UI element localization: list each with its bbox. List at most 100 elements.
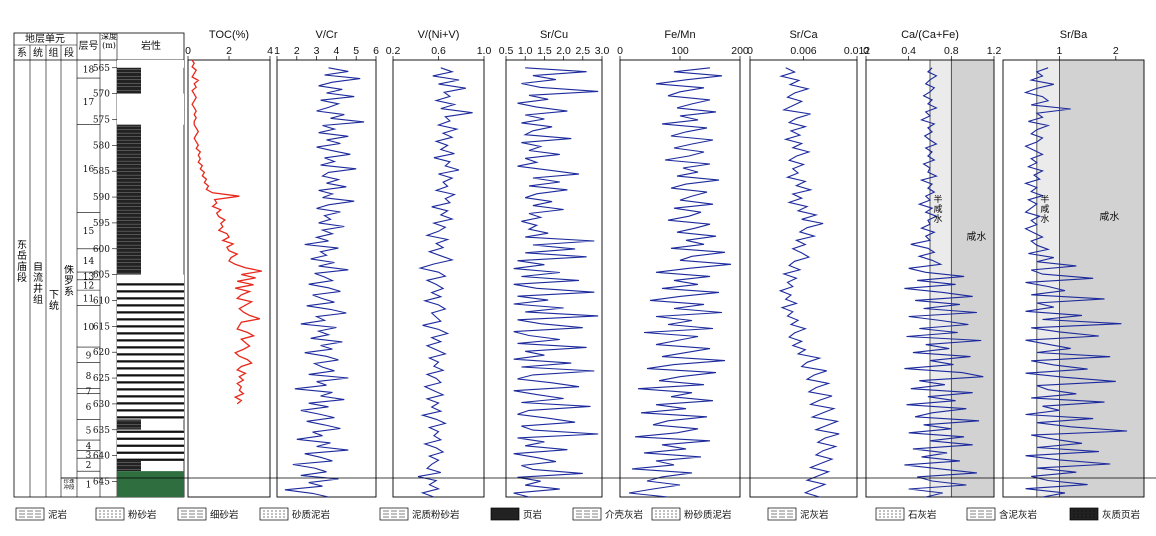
curve-panels: TOC(%)0 2 4V/Cr1 2 3 4 5 6V/(Ni+V)0.2 0.6 1.0Sr/C…: [185, 29, 1145, 498]
layer-number: 15: [83, 227, 95, 237]
axis-tick-label: 0.4: [901, 45, 916, 57]
depth-tick-label: 600: [93, 245, 110, 255]
depth-tick-label: 565: [93, 64, 110, 74]
axis-tick-label: 2: [226, 45, 232, 57]
axis-tick-label: 1: [274, 45, 280, 57]
curve: [778, 67, 840, 498]
strat-header-lithology: 岩性: [141, 39, 161, 52]
panel-0: TOC(%) 0 2 4: [185, 29, 273, 498]
axis-tick-label: 3: [314, 45, 320, 57]
axis-tick-label: 1.0: [477, 45, 492, 57]
lithology-layer: [117, 274, 184, 283]
axis-tick-label: 1.0: [518, 45, 533, 57]
layer-number: 16: [83, 165, 95, 175]
strat-column: 地层单元 系 统 组 段 层号 深度(m) 岩性 东岳庙段 自流井组 下统 侏罗…: [13, 32, 185, 498]
panel-title: Fe/Mn: [664, 29, 695, 41]
legend-label: 页岩: [523, 509, 542, 521]
zone-label-saline: 咸水: [1099, 211, 1119, 223]
panel-frame: [1002, 59, 1145, 498]
axis-tick-label: 0.8: [944, 45, 959, 57]
depth-tick-label: 640: [93, 452, 110, 462]
panel-title: Sr/Cu: [540, 29, 568, 41]
axis-tick-label: 0: [747, 45, 753, 57]
lithology-layer: [117, 60, 184, 68]
axis-tick-label: 0: [185, 45, 191, 57]
lithology-layer: [117, 471, 184, 497]
legend-swatch: [490, 507, 520, 521]
axis-tick-label: 2: [294, 45, 300, 57]
depth-tick-label: 590: [93, 193, 110, 203]
panel-frame: [865, 59, 995, 498]
curve: [1023, 67, 1128, 498]
layer-number: 2: [86, 461, 92, 471]
strat-header-member: 段: [64, 46, 74, 59]
depth-tick-label: 620: [93, 348, 110, 358]
depth-tick-label: 575: [93, 115, 110, 125]
depth-scale: 565 570 575 580 585 590 595 600 605 610 615 620 625 6…: [93, 64, 117, 487]
axis-tick-label: 2.0: [556, 45, 571, 57]
layer-number: 10: [83, 323, 95, 333]
legend-label: 泥岩: [48, 509, 67, 521]
zone-label-saline: 咸水: [966, 231, 986, 243]
lithology-layer: [117, 67, 141, 94]
strat-header-system: 系: [17, 47, 27, 59]
layer-number: 7: [86, 387, 92, 397]
strat-header-depth: 深度(m): [101, 33, 117, 50]
curve: [513, 67, 599, 498]
panel-frame: [505, 59, 603, 498]
layer-number: 8: [86, 372, 92, 382]
lithology-layer: [117, 93, 184, 125]
curve: [628, 67, 732, 498]
panel-title: Sr/Ba: [1060, 29, 1088, 41]
panel-7: Sr/Ba 1 2 半咸水 咸水: [1002, 29, 1145, 498]
panel-3: Sr/Cu 0.5 1.0 1.5 2.0 2.5 3.0: [499, 29, 609, 498]
layer-number: 18: [83, 66, 95, 76]
axis-tick-label: 1: [1056, 45, 1062, 57]
strat-member-label: 东岳庙段: [17, 240, 27, 284]
legend-label: 含泥灰岩: [999, 509, 1037, 521]
layer-number: 3: [86, 451, 92, 461]
panel-frame: [187, 59, 271, 498]
strat-system-label: 侏罗系: [64, 265, 74, 298]
panel-2: V/(Ni+V) 0.2 0.6 1.0: [386, 29, 492, 498]
curve: [417, 67, 473, 498]
legend-label: 砂质泥岩: [292, 509, 330, 521]
axis-tick-label: 2.5: [575, 45, 590, 57]
depth-tick-label: 615: [93, 322, 110, 332]
curve: [284, 67, 365, 498]
axis-tick-label: 0: [863, 45, 869, 57]
layer-number: 5: [86, 426, 92, 436]
strat-header-layer: 层号: [79, 40, 99, 52]
depth-tick-label: 610: [93, 296, 110, 306]
axis-tick-label: 100: [671, 45, 689, 57]
legend-label: 石灰岩: [908, 509, 937, 521]
legend-label: 粉砂质泥岩: [684, 509, 732, 521]
depth-tick-label: 595: [93, 219, 110, 229]
panel-4: Fe/Mn 0 100 200: [617, 29, 749, 498]
strat-header-formation: 组: [49, 46, 59, 59]
legend-label: 细砂岩: [210, 509, 239, 521]
layer-number: 12: [83, 281, 94, 291]
panel-frame: [749, 59, 858, 498]
depth-tick-label: 605: [93, 271, 110, 281]
legend-label: 粉砂岩: [128, 509, 157, 521]
zone-label-brackish: 半咸水: [933, 195, 943, 225]
layer-number: 11: [83, 294, 94, 304]
axis-tick-label: 0.012: [844, 45, 870, 57]
layer-number: 4: [86, 442, 92, 452]
axis-tick-label: 5: [353, 45, 359, 57]
axis-tick-label: 0.5: [499, 45, 514, 57]
layer-number: 6: [86, 403, 92, 413]
strat-header-title: 地层单元: [25, 32, 65, 45]
panel-1: V/Cr 1 2 3 4 5 6: [274, 29, 379, 498]
layer-number: 1: [86, 481, 92, 491]
strat-series-label: 下统: [49, 290, 59, 312]
panel-5: Sr/Ca 0 0.006 0.012: [747, 29, 870, 498]
saline-zone: [1059, 60, 1144, 497]
strat-member-low-label: 珍珠冲段: [63, 479, 75, 491]
layer-number: 17: [83, 98, 95, 108]
panel-title: Ca/(Ca+Fe): [901, 29, 959, 41]
lithology-legend: 泥岩 粉砂岩 细砂岩 砂质泥岩 泥质粉砂岩 页岩 介壳灰岩 粉砂质泥岩 泥灰岩 石灰岩 含泥灰岩 灰质…: [15, 507, 1140, 521]
